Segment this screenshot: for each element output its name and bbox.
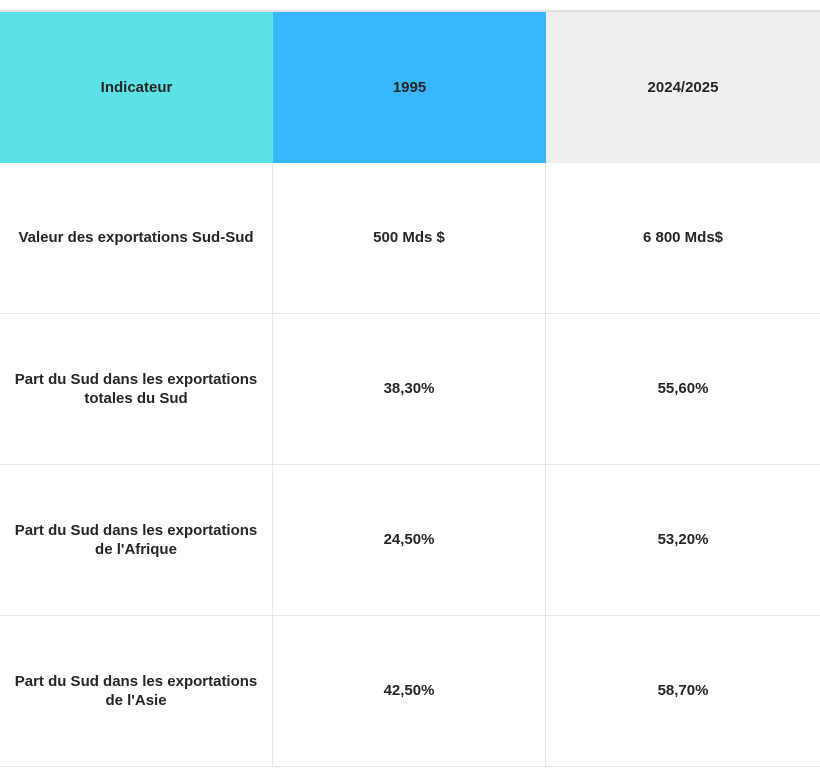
row-value-2024-2025: 58,70% bbox=[546, 616, 820, 767]
row-value-1995: 38,30% bbox=[273, 314, 546, 465]
row-value-1995: 24,50% bbox=[273, 465, 546, 616]
comparison-table: Indicateur 1995 2024/2025 Valeur des exp… bbox=[0, 10, 820, 767]
row-value-2024-2025: 55,60% bbox=[546, 314, 820, 465]
header-cell-1995: 1995 bbox=[273, 12, 546, 163]
header-cell-2024-2025: 2024/2025 bbox=[546, 12, 820, 163]
row-value-1995: 42,50% bbox=[273, 616, 546, 767]
row-indicator-label: Valeur des exportations Sud-Sud bbox=[0, 163, 273, 314]
row-value-2024-2025: 53,20% bbox=[546, 465, 820, 616]
row-indicator-label: Part du Sud dans les exportations de l'A… bbox=[0, 465, 273, 616]
row-indicator-label: Part du Sud dans les exportations totale… bbox=[0, 314, 273, 465]
row-indicator-label: Part du Sud dans les exportations de l'A… bbox=[0, 616, 273, 767]
row-value-2024-2025: 6 800 Mds$ bbox=[546, 163, 820, 314]
row-value-1995: 500 Mds $ bbox=[273, 163, 546, 314]
header-cell-indicateur: Indicateur bbox=[0, 12, 273, 163]
